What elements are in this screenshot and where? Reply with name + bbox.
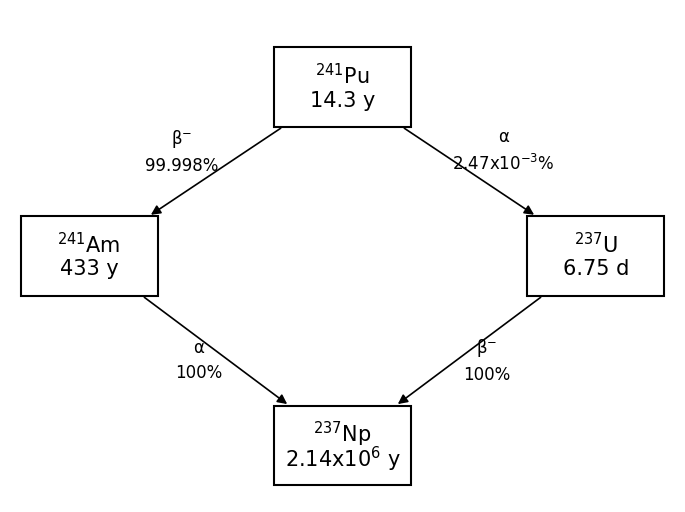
Text: β$^{-}$
100%: β$^{-}$ 100% — [463, 337, 510, 385]
Text: β$^{-}$
99.998%: β$^{-}$ 99.998% — [145, 127, 219, 175]
Text: 433 y: 433 y — [60, 260, 119, 280]
Text: $^{241}$Pu: $^{241}$Pu — [315, 63, 370, 89]
Text: α
100%: α 100% — [175, 339, 222, 382]
FancyBboxPatch shape — [274, 48, 411, 127]
Text: $^{237}$U: $^{237}$U — [574, 232, 618, 258]
FancyBboxPatch shape — [527, 216, 664, 296]
Text: $^{241}$Am: $^{241}$Am — [58, 232, 121, 258]
FancyBboxPatch shape — [21, 216, 158, 296]
FancyBboxPatch shape — [274, 406, 411, 485]
Text: $^{237}$Np: $^{237}$Np — [313, 420, 372, 449]
Text: 14.3 y: 14.3 y — [310, 91, 375, 111]
Text: α
2.47x10$^{-3}$%: α 2.47x10$^{-3}$% — [452, 128, 555, 174]
Text: 2.14x10$^{6}$ y: 2.14x10$^{6}$ y — [284, 444, 401, 474]
Text: 6.75 d: 6.75 d — [563, 260, 629, 280]
